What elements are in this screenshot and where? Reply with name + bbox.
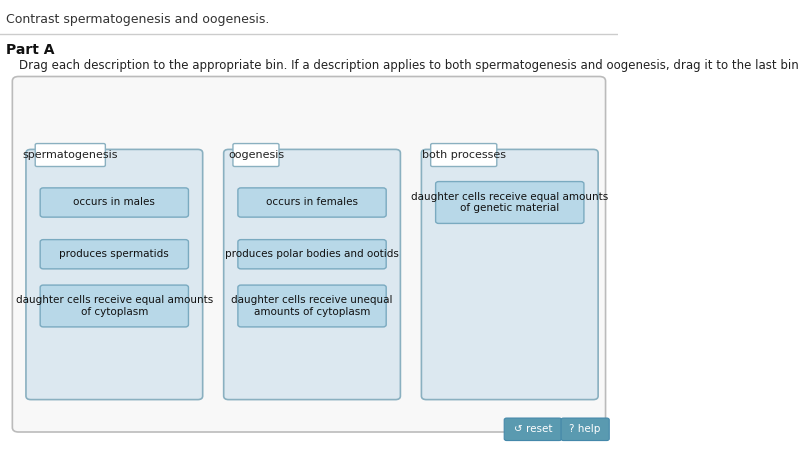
FancyBboxPatch shape: [224, 149, 400, 400]
Text: Contrast spermatogenesis and oogenesis.: Contrast spermatogenesis and oogenesis.: [6, 14, 270, 27]
FancyBboxPatch shape: [40, 239, 189, 269]
FancyBboxPatch shape: [238, 285, 386, 327]
FancyBboxPatch shape: [26, 149, 202, 400]
FancyBboxPatch shape: [422, 149, 598, 400]
Text: ↺ reset: ↺ reset: [514, 424, 552, 434]
FancyBboxPatch shape: [238, 239, 386, 269]
Text: produces polar bodies and ootids: produces polar bodies and ootids: [225, 249, 399, 259]
Text: both processes: both processes: [422, 150, 506, 160]
FancyBboxPatch shape: [430, 144, 497, 166]
FancyBboxPatch shape: [35, 144, 106, 166]
FancyBboxPatch shape: [40, 285, 189, 327]
FancyBboxPatch shape: [40, 188, 189, 217]
Text: ? help: ? help: [570, 424, 601, 434]
FancyBboxPatch shape: [504, 418, 562, 441]
Text: produces spermatids: produces spermatids: [59, 249, 169, 259]
FancyBboxPatch shape: [436, 181, 584, 223]
FancyBboxPatch shape: [561, 418, 610, 441]
Text: daughter cells receive unequal
amounts of cytoplasm: daughter cells receive unequal amounts o…: [231, 295, 393, 317]
Text: daughter cells receive equal amounts
of cytoplasm: daughter cells receive equal amounts of …: [16, 295, 213, 317]
Text: occurs in females: occurs in females: [266, 198, 358, 207]
Text: Part A: Part A: [6, 43, 54, 57]
FancyBboxPatch shape: [238, 188, 386, 217]
Text: spermatogenesis: spermatogenesis: [22, 150, 118, 160]
FancyBboxPatch shape: [12, 76, 606, 432]
Text: Drag each description to the appropriate bin. If a description applies to both s: Drag each description to the appropriate…: [18, 58, 800, 72]
Text: daughter cells receive equal amounts
of genetic material: daughter cells receive equal amounts of …: [411, 192, 608, 213]
FancyBboxPatch shape: [233, 144, 279, 166]
Text: occurs in males: occurs in males: [74, 198, 155, 207]
Text: oogenesis: oogenesis: [228, 150, 284, 160]
